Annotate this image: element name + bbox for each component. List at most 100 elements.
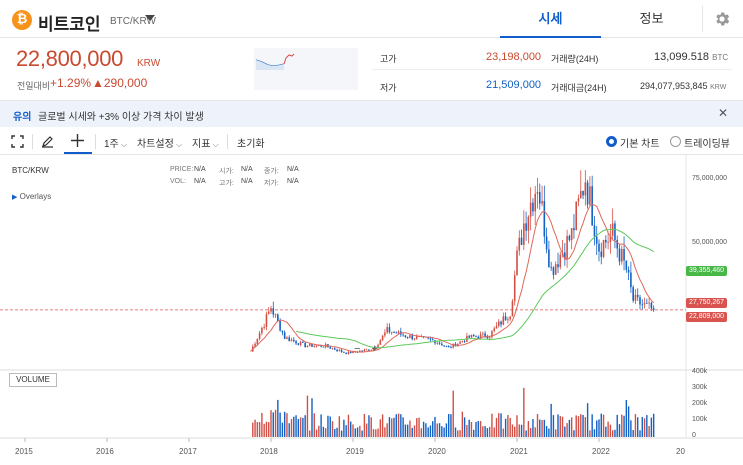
volume-bar — [279, 412, 281, 437]
candle-body — [402, 334, 404, 336]
price-chart[interactable]: BTC/KRW PRICE: N/A 시가: N/A 종가: N/A VOL: … — [0, 155, 743, 465]
tab-market-price[interactable]: 시세 — [500, 0, 601, 38]
chevron-down-icon[interactable] — [145, 15, 155, 21]
candle-body — [648, 302, 650, 304]
candle-body — [623, 248, 625, 261]
tradingview-radio[interactable] — [670, 136, 681, 147]
interval-select[interactable]: 1주 ⌵ — [104, 139, 128, 150]
pencil-icon[interactable] — [41, 135, 54, 148]
y-tick-label: 75,000,000 — [692, 175, 728, 182]
volume-bar — [343, 419, 345, 437]
ohlc-price-value: N/A — [194, 166, 206, 173]
volume-bar — [402, 417, 404, 437]
candle-body — [564, 252, 566, 260]
zoom-in-button[interactable]: + — [371, 343, 378, 355]
candle-body — [272, 308, 275, 315]
volume-bar — [441, 426, 443, 437]
candle-body — [363, 349, 366, 352]
candle-body — [573, 228, 575, 231]
volume-bar — [447, 414, 450, 437]
volume-bar — [593, 429, 596, 437]
volume-bar — [381, 414, 384, 437]
close-icon[interactable]: ✕ — [718, 106, 729, 120]
amount-label: 거래대금(24H) — [551, 83, 607, 93]
volume-bar — [320, 414, 322, 437]
change-label: 전일대비 — [17, 81, 51, 91]
volume-bar — [511, 424, 514, 437]
basic-chart-label[interactable]: 기본 차트 — [620, 139, 660, 150]
volume-bar — [438, 423, 441, 437]
volume-bar — [596, 420, 598, 437]
volume-bar — [311, 398, 313, 437]
reset-button[interactable]: 초기화 — [237, 139, 265, 150]
zoom-controls[interactable]: − + — [354, 343, 378, 355]
volume-bar — [570, 417, 573, 437]
candle-body — [632, 287, 634, 301]
volume-bar — [322, 426, 325, 437]
volume-bar — [256, 422, 259, 437]
gear-icon[interactable] — [713, 10, 731, 28]
candle-body — [509, 316, 511, 320]
candle-body — [361, 350, 363, 352]
chart-settings-menu[interactable]: 차트설정 ⌵ — [137, 139, 183, 150]
volume-bar — [623, 415, 625, 437]
candle-body — [559, 254, 562, 268]
volume-bar — [443, 427, 445, 437]
indicators-menu[interactable]: 지표 ⌵ — [192, 139, 219, 150]
basic-chart-radio[interactable] — [606, 136, 617, 147]
vol-tick-label: 400k — [692, 368, 708, 375]
candle-body — [566, 235, 568, 260]
candle-body — [409, 335, 411, 338]
volume-bar — [618, 424, 621, 437]
coin-pair[interactable]: BTC/KRW — [110, 16, 156, 27]
volume-bar — [573, 430, 575, 437]
volume-bar — [598, 419, 600, 437]
candle-body — [397, 331, 400, 334]
short-ma-price-tag: 27,750,267 — [686, 298, 728, 308]
crosshair-icon[interactable] — [71, 134, 84, 147]
candle-body — [577, 198, 580, 202]
stat-divider — [372, 69, 732, 70]
coin-name[interactable]: 비트코인 — [38, 15, 101, 34]
candle-body — [495, 326, 498, 329]
candle-body — [338, 350, 341, 351]
zoom-out-button[interactable]: − — [354, 343, 361, 355]
y-tick-label: 50,000,000 — [692, 239, 728, 246]
price-unit: KRW — [137, 58, 161, 69]
volume-bar — [652, 413, 655, 437]
high-label: 고가 — [380, 54, 397, 64]
volume-bar — [261, 413, 263, 437]
vol-tick-label: 300k — [692, 384, 708, 391]
candle-body — [500, 321, 502, 325]
volume-bar — [370, 417, 372, 437]
candle-body — [318, 345, 320, 346]
candle-body — [345, 352, 347, 355]
long-moving-average-line — [295, 228, 654, 349]
candle-body — [463, 341, 466, 342]
fullscreen-icon[interactable] — [11, 135, 24, 148]
volume-bar — [566, 423, 568, 437]
overlays-toggle[interactable]: ▶ Overlays — [12, 192, 52, 201]
volume-bar — [518, 424, 520, 437]
volume-bar — [290, 419, 293, 437]
chart-canvas[interactable] — [0, 155, 743, 465]
volume-bar — [457, 430, 459, 437]
volume-bar — [545, 426, 548, 437]
tab-info[interactable]: 정보 — [639, 11, 664, 26]
candle-body — [311, 343, 313, 347]
tradingview-label[interactable]: 트레이딩뷰 — [684, 139, 730, 150]
volume-bar — [359, 425, 361, 437]
volume-bar — [350, 421, 352, 437]
volume-bar — [516, 415, 518, 437]
mini-price-chart[interactable] — [254, 48, 358, 90]
volume-bar — [318, 425, 320, 437]
volume-bar — [386, 423, 388, 437]
candle-body — [333, 348, 336, 350]
volume-label: VOLUME — [9, 373, 57, 387]
candle-body — [488, 337, 491, 339]
candle-body — [343, 351, 345, 353]
ohlc-close-value: N/A — [287, 166, 299, 173]
candle-body — [586, 182, 589, 205]
volume-bar — [468, 419, 470, 437]
candle-body — [384, 332, 386, 336]
